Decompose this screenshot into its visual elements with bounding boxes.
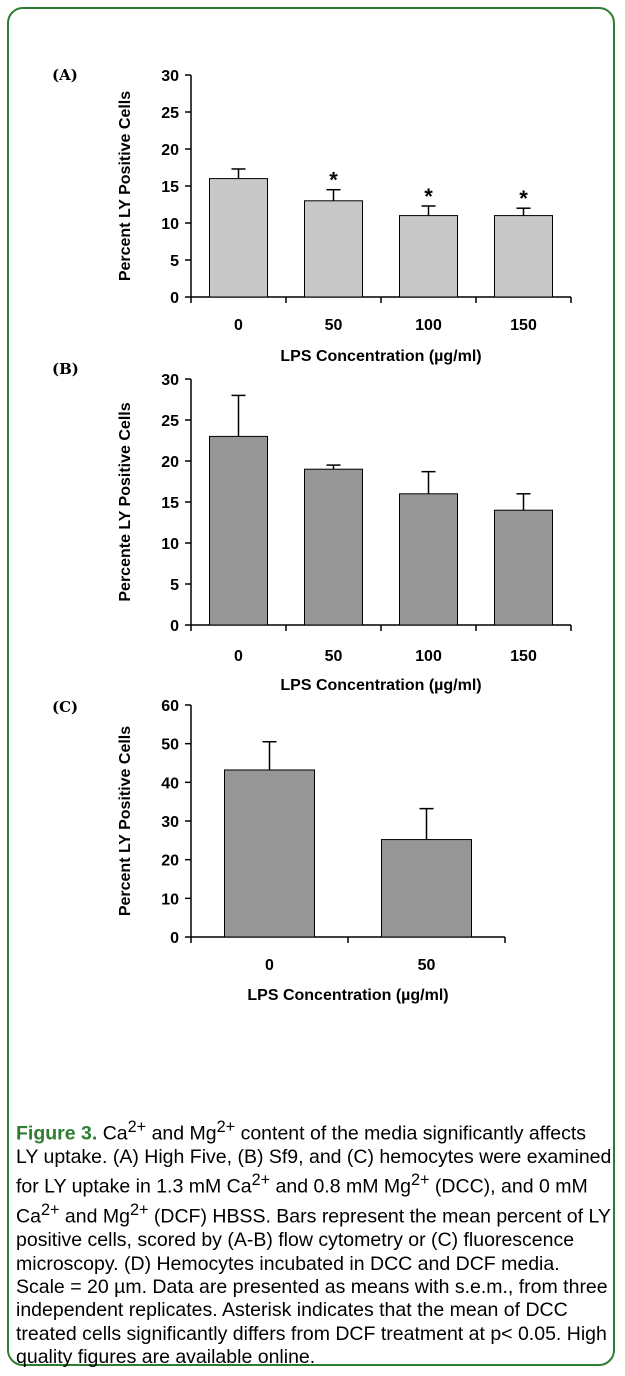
x-tick-label: 50 xyxy=(325,648,343,665)
y-tick-label: 15 xyxy=(161,495,179,512)
y-tick-label: 20 xyxy=(161,454,179,471)
y-tick-label: 10 xyxy=(161,216,179,233)
panel-label: (C) xyxy=(52,698,78,716)
x-tick-label: 0 xyxy=(265,957,274,974)
bar xyxy=(381,839,472,938)
caption-text: and Mg xyxy=(59,1205,130,1228)
y-tick-label: 60 xyxy=(161,698,179,715)
bar xyxy=(399,493,458,626)
y-tick-label: 0 xyxy=(170,290,179,307)
y-axis-title: Percent LY Positive Cells xyxy=(117,91,134,281)
panel-label: (A) xyxy=(52,66,78,84)
y-tick-label: 25 xyxy=(161,105,179,122)
x-tick-label: 150 xyxy=(510,317,537,334)
caption-superscript: 2+ xyxy=(40,1201,60,1220)
y-tick-label: 0 xyxy=(170,930,179,947)
x-axis-title: LPS Concentration (µg/ml) xyxy=(247,987,448,1004)
caption-superscript: 2+ xyxy=(127,1118,147,1136)
caption-text: and 0.8 mM Mg xyxy=(270,1175,411,1198)
figure-label: Figure 3. xyxy=(16,1122,98,1145)
bar xyxy=(224,769,315,938)
figure-caption: Figure 3. Ca2+ and Mg2+ content of the m… xyxy=(16,1116,612,1370)
y-tick-label: 10 xyxy=(161,891,179,908)
y-tick-label: 30 xyxy=(161,372,179,389)
caption-superscript: 2+ xyxy=(216,1118,236,1136)
x-tick-label: 0 xyxy=(234,317,243,334)
x-tick-label: 50 xyxy=(325,317,343,334)
caption-text: and Mg xyxy=(146,1122,217,1145)
significance-asterisk: * xyxy=(519,186,528,211)
bar xyxy=(494,509,553,626)
y-tick-label: 20 xyxy=(161,853,179,870)
y-tick-label: 0 xyxy=(170,618,179,635)
bar xyxy=(304,200,363,298)
panel-label: (B) xyxy=(52,360,79,378)
bar xyxy=(209,435,268,626)
y-axis-title: Percente LY Positive Cells xyxy=(117,402,134,601)
y-tick-label: 20 xyxy=(161,142,179,159)
caption-text: (DCF) HBSS. Bars represent the mean perc… xyxy=(16,1205,611,1369)
bar xyxy=(399,215,458,298)
y-tick-label: 30 xyxy=(161,68,179,85)
x-axis-title: LPS Concentration (µg/ml) xyxy=(280,677,481,694)
x-axis-title: LPS Concentration (µg/ml) xyxy=(280,348,481,365)
y-tick-label: 10 xyxy=(161,536,179,553)
bar xyxy=(209,178,268,298)
bar xyxy=(494,215,553,298)
y-tick-label: 5 xyxy=(170,253,179,270)
caption-superscript: 2+ xyxy=(129,1201,149,1220)
caption-superscript: 2+ xyxy=(251,1171,271,1190)
y-tick-label: 30 xyxy=(161,814,179,831)
significance-asterisk: * xyxy=(329,168,338,193)
y-tick-label: 25 xyxy=(161,413,179,430)
caption-superscript: 2+ xyxy=(410,1171,430,1190)
x-tick-label: 50 xyxy=(418,957,436,974)
y-tick-label: 50 xyxy=(161,737,179,754)
x-tick-label: 100 xyxy=(415,317,442,334)
y-tick-label: 40 xyxy=(161,775,179,792)
y-tick-label: 5 xyxy=(170,577,179,594)
significance-asterisk: * xyxy=(424,184,433,209)
caption-text: (DCC), and 0 mM Ca xyxy=(16,1175,588,1228)
caption-text: content of the media significantly affec… xyxy=(16,1122,612,1198)
y-axis-title: Percent LY Positive Cells xyxy=(117,726,134,916)
y-tick-label: 15 xyxy=(161,179,179,196)
caption-text: Ca xyxy=(97,1122,128,1145)
bar xyxy=(304,468,363,626)
x-tick-label: 150 xyxy=(510,648,537,665)
x-tick-label: 0 xyxy=(234,648,243,665)
x-tick-label: 100 xyxy=(415,648,442,665)
